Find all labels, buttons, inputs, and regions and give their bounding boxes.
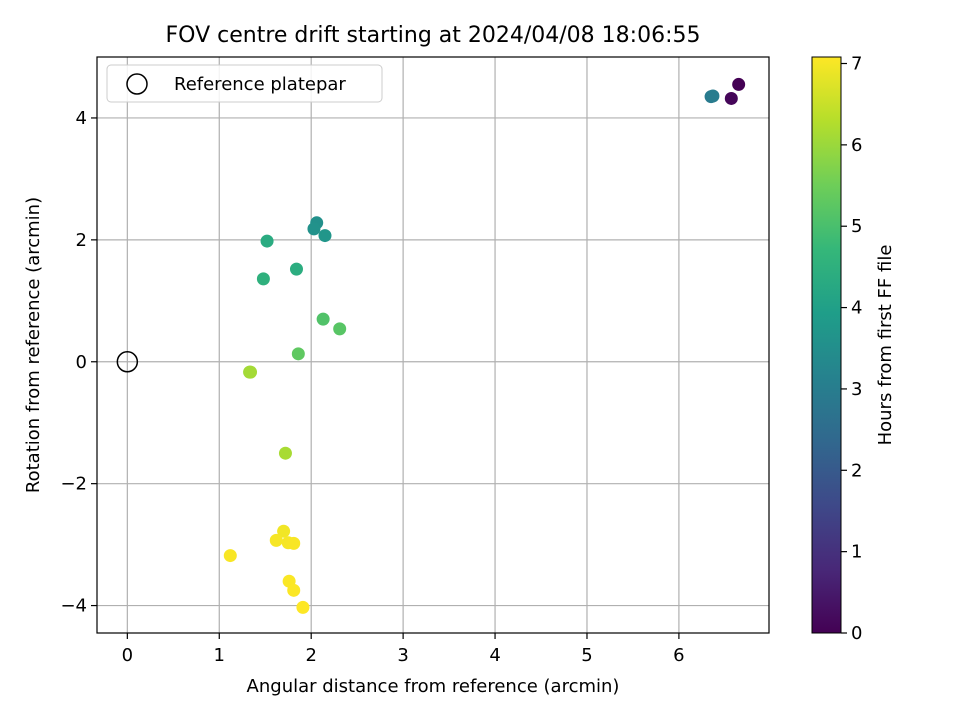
data-point <box>287 536 301 550</box>
reference-point <box>116 351 139 373</box>
y-axis-ticks: −4 −2 0 2 4 <box>60 108 97 617</box>
grid-lines <box>97 57 769 633</box>
colorbar <box>811 56 842 634</box>
colorbar-tick-label: 1 <box>851 542 862 563</box>
data-point <box>256 272 270 286</box>
y-tick-label: −4 <box>60 596 87 617</box>
data-point <box>318 229 332 243</box>
x-axis-ticks: 0 1 2 3 4 5 6 <box>122 633 685 666</box>
data-point <box>732 77 746 91</box>
data-point <box>296 600 310 614</box>
x-tick-label: 2 <box>305 645 316 666</box>
plot-frame <box>96 56 770 634</box>
data-point <box>278 446 292 460</box>
x-tick-label: 3 <box>397 645 408 666</box>
y-tick-label: 0 <box>76 352 87 373</box>
colorbar-tick-label: 4 <box>851 298 862 319</box>
legend-label: Reference platepar <box>174 74 346 95</box>
colorbar-tick-label: 5 <box>851 216 862 237</box>
data-point <box>244 365 258 379</box>
x-axis-label: Angular distance from reference (arcmin) <box>247 676 620 697</box>
data-point <box>307 222 321 236</box>
colorbar-label: Hours from first FF file <box>875 245 896 446</box>
x-tick-label: 0 <box>122 645 133 666</box>
colorbar-ticks: 0 1 2 3 4 5 6 7 <box>841 54 862 644</box>
data-point <box>316 312 330 326</box>
colorbar-tick-label: 2 <box>851 460 862 481</box>
data-point <box>724 91 738 105</box>
reference-layer <box>116 351 139 373</box>
data-point <box>287 583 301 597</box>
y-tick-label: 4 <box>76 108 87 129</box>
colorbar-tick-label: 7 <box>851 54 862 75</box>
y-tick-label: −2 <box>60 474 87 495</box>
legend-marker <box>126 73 148 95</box>
data-point <box>277 524 291 538</box>
y-tick-label: 2 <box>76 230 87 251</box>
data-point <box>289 262 303 276</box>
data-points <box>223 77 746 614</box>
x-tick-label: 6 <box>673 645 684 666</box>
data-point <box>269 533 283 547</box>
colorbar-tick-label: 0 <box>851 623 862 644</box>
legend-box <box>106 64 383 103</box>
x-tick-label: 1 <box>214 645 225 666</box>
x-tick-label: 4 <box>489 645 500 666</box>
x-tick-label: 5 <box>581 645 592 666</box>
colorbar-tick-label: 6 <box>851 135 862 156</box>
data-point <box>706 89 720 103</box>
chart-title: FOV centre drift starting at 2024/04/08 … <box>166 23 701 48</box>
data-point <box>260 234 274 248</box>
legend: Reference platepar <box>106 64 383 103</box>
colorbar-tick-label: 3 <box>851 379 862 400</box>
y-axis-label: Rotation from reference (arcmin) <box>23 197 44 493</box>
data-point <box>223 549 237 563</box>
data-point <box>333 322 347 336</box>
data-point <box>291 347 305 361</box>
